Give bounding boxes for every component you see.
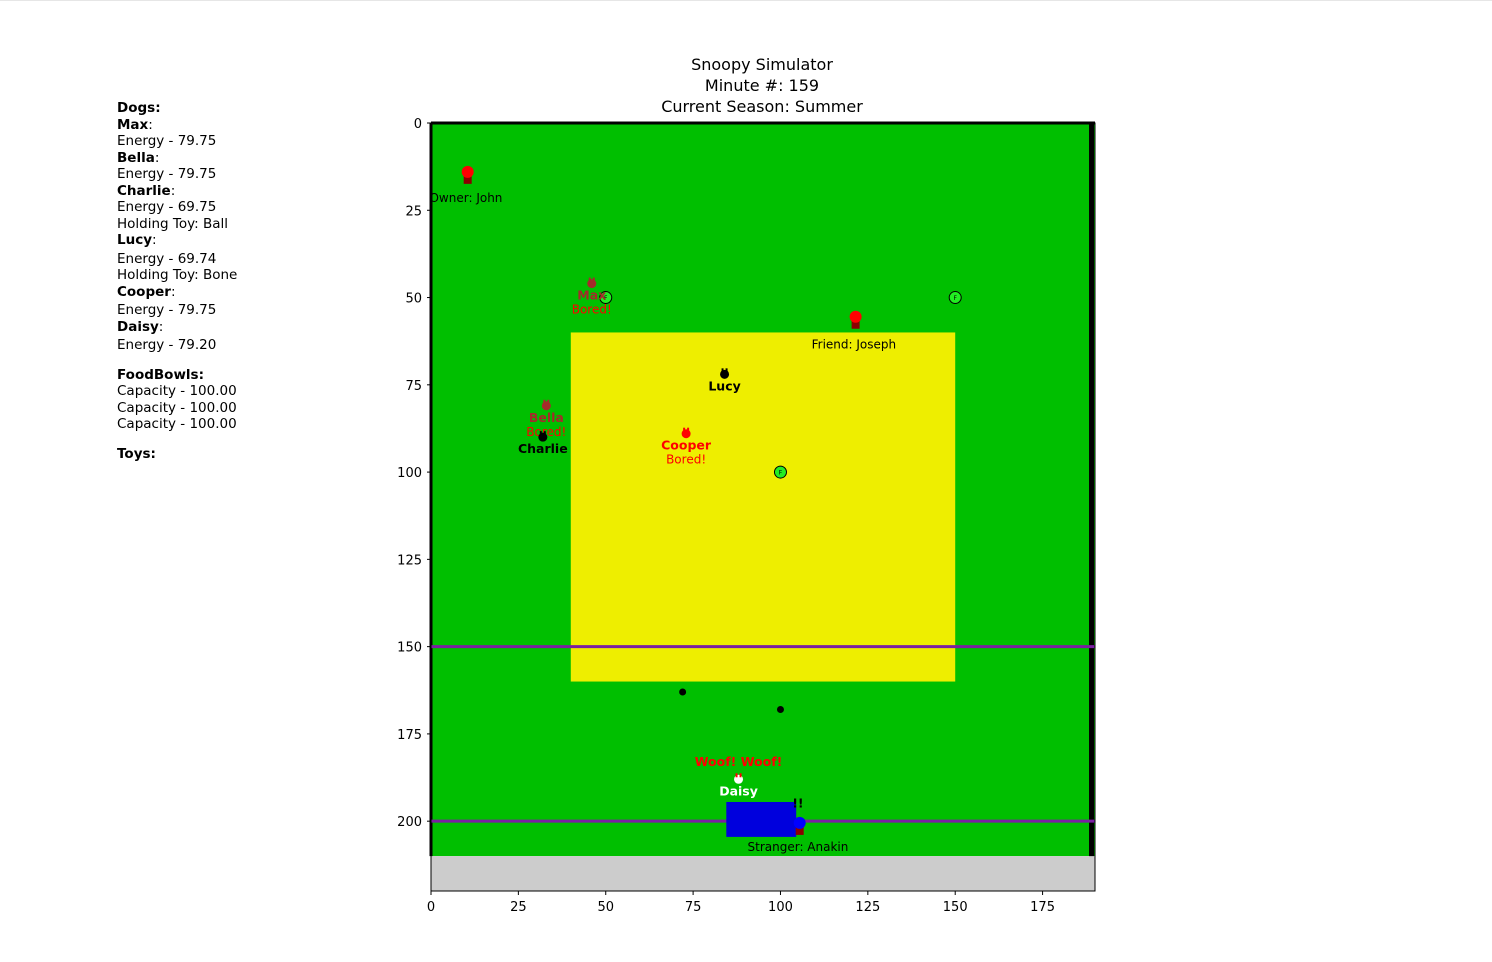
- top-border-line: [0, 0, 1492, 1]
- person-head: [461, 165, 474, 178]
- dog-name-label: Charlie: [518, 441, 568, 456]
- dog-ear: [539, 431, 542, 436]
- food-bowl-label: F: [779, 470, 783, 477]
- person-body: [463, 172, 472, 184]
- person-head: [793, 816, 806, 829]
- dog-name-label: Lucy: [708, 378, 740, 393]
- dogs-header: Dogs:: [117, 100, 161, 116]
- y-tick-label: 175: [397, 728, 422, 743]
- car: [726, 801, 797, 837]
- food-bowl-label: F: [953, 295, 957, 302]
- y-tick-label: 75: [405, 379, 422, 394]
- y-tick-label: 0: [414, 117, 422, 132]
- dog-name: Bella: [117, 149, 155, 166]
- dog-status-charlie: Charlie: Energy - 69.75 Holding Toy: Bal…: [117, 183, 237, 233]
- simulator-title: Snoopy Simulator: [691, 55, 833, 74]
- dog-name: Daisy: [117, 318, 159, 335]
- person-head: [849, 310, 862, 323]
- dog-energy: Energy - 79.75: [117, 302, 217, 318]
- foodbowl-capacity: Capacity - 100.00: [117, 383, 237, 399]
- dog-ear: [735, 773, 738, 778]
- dog-name: Max: [117, 116, 149, 133]
- person-body: [795, 823, 804, 835]
- dog-held-toy: Holding Toy: Ball: [117, 215, 228, 232]
- dog-status-label: Bored!: [666, 453, 706, 467]
- plot-frame: [430, 122, 1096, 892]
- dog-energy: Energy - 79.20: [117, 337, 217, 353]
- y-tick-label: 50: [405, 292, 422, 307]
- dog-ear: [592, 277, 595, 282]
- foodbowl-capacity: Capacity - 100.00: [117, 399, 237, 416]
- dog-energy: Energy - 79.75: [117, 133, 217, 149]
- x-tick-label: 100: [768, 900, 793, 915]
- dog-energy: Energy - 69.75: [117, 199, 217, 215]
- dog-ear: [547, 399, 550, 404]
- dog-status-max: Max: Energy - 79.75: [117, 117, 237, 150]
- dog-name-label: Max: [577, 288, 606, 303]
- dog-ear: [543, 431, 546, 436]
- dog-ear: [739, 773, 742, 778]
- dog-name: Lucy: [117, 232, 153, 248]
- toys-header: Toys:: [117, 445, 156, 462]
- road: [431, 856, 1095, 891]
- dog-name-label: Daisy: [719, 783, 758, 798]
- x-tick-label: 25: [510, 900, 527, 915]
- dog-ear: [683, 427, 686, 432]
- food-bowl-label: F: [604, 295, 608, 302]
- dog-energy: Energy - 69.74: [117, 250, 217, 267]
- person-label: Friend: Joseph: [812, 337, 897, 351]
- person-label: Owner: John: [429, 191, 502, 205]
- speech-text: !!: [792, 796, 803, 811]
- dog-held-toy: Holding Toy: Bone: [117, 267, 238, 283]
- dog-status-lucy: Lucy: Energy - 69.74 Holding Toy: Bone: [117, 232, 238, 283]
- toy-marker: [776, 705, 784, 713]
- dog-ear: [721, 368, 724, 373]
- dog-ear: [588, 277, 591, 282]
- y-tick-label: 150: [397, 641, 422, 656]
- status-sidebar: Dogs: Max: Energy - 79.75 Bella: Energy …: [117, 100, 237, 462]
- y-tick-label: 200: [397, 815, 422, 830]
- food-bowl-icon: [948, 291, 962, 305]
- sand-zone: [570, 332, 956, 682]
- x-tick-label: 125: [855, 900, 880, 915]
- y-tick-label: 25: [405, 204, 422, 219]
- dog-status-label: Bored!: [526, 425, 566, 439]
- dog-ear: [725, 368, 728, 373]
- x-tick-label: 175: [1030, 900, 1055, 915]
- dog-name-label: Bella: [529, 410, 564, 425]
- dog-status-label: Bored!: [572, 303, 612, 317]
- dog-energy: Energy - 79.75: [117, 166, 217, 182]
- y-tick-label: 125: [397, 553, 422, 568]
- dog-status-daisy: Daisy: Energy - 79.20: [117, 319, 237, 354]
- dog-name: Cooper: [117, 283, 171, 300]
- dog-status-bella: Bella: Energy - 79.75: [117, 150, 237, 183]
- dog-name-label: Cooper: [661, 438, 712, 453]
- foodbowl-capacity: Capacity - 100.00: [117, 416, 237, 432]
- dog-ear: [543, 399, 546, 404]
- dog-ear: [687, 427, 690, 432]
- x-tick-label: 150: [943, 900, 968, 915]
- dog-name: Charlie: [117, 182, 171, 199]
- food-bowl-icon: [773, 465, 787, 479]
- food-bowl-icon: [599, 291, 613, 305]
- dog-status-cooper: Cooper: Energy - 79.75: [117, 284, 237, 319]
- x-tick-label: 75: [685, 900, 702, 915]
- person-body: [851, 317, 860, 329]
- x-tick-label: 0: [427, 900, 435, 915]
- y-tick-label: 100: [397, 466, 422, 481]
- speech-text: Woof! Woof!: [695, 754, 783, 769]
- x-tick-label: 50: [597, 900, 614, 915]
- current-season: Current Season: Summer: [661, 97, 863, 116]
- toy-marker: [679, 688, 687, 696]
- foodbowls-header: FoodBowls:: [117, 366, 204, 383]
- person-label: Stranger: Anakin: [748, 840, 849, 854]
- minute-counter: Minute #: 159: [704, 76, 820, 95]
